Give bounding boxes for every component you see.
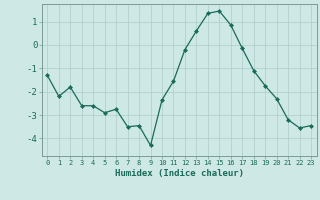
X-axis label: Humidex (Indice chaleur): Humidex (Indice chaleur)	[115, 169, 244, 178]
